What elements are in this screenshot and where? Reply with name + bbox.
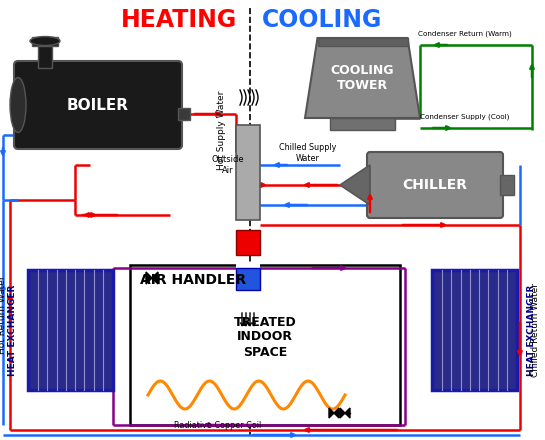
Text: CHILLER: CHILLER xyxy=(403,178,468,192)
Bar xyxy=(38,40,52,68)
Bar xyxy=(236,262,260,270)
Text: HEAT EXCHANGER: HEAT EXCHANGER xyxy=(528,284,536,376)
Text: Chilled Supply
Water: Chilled Supply Water xyxy=(280,143,337,163)
Text: Condenser Supply (Cool): Condenser Supply (Cool) xyxy=(420,114,510,120)
Polygon shape xyxy=(305,38,420,118)
Bar xyxy=(318,38,408,46)
Text: TREATED
INDOOR
SPACE: TREATED INDOOR SPACE xyxy=(234,315,296,359)
Text: Chilled Return Water: Chilled Return Water xyxy=(530,283,540,377)
Text: HEAT EXCHANGER: HEAT EXCHANGER xyxy=(9,284,17,376)
Bar xyxy=(28,270,113,390)
Text: Hot Return Water: Hot Return Water xyxy=(0,276,8,354)
Ellipse shape xyxy=(10,77,26,132)
Polygon shape xyxy=(340,408,345,418)
Text: COOLING
TOWER: COOLING TOWER xyxy=(331,64,394,92)
Polygon shape xyxy=(345,408,350,418)
Bar xyxy=(500,175,514,195)
Text: COOLING: COOLING xyxy=(262,8,383,32)
Bar xyxy=(236,125,260,220)
Polygon shape xyxy=(340,165,370,205)
Text: Radiative Copper Coil: Radiative Copper Coil xyxy=(174,421,262,429)
Bar xyxy=(130,265,400,425)
Text: BOILER: BOILER xyxy=(67,98,129,113)
Bar xyxy=(236,230,260,255)
Ellipse shape xyxy=(30,37,60,45)
Bar xyxy=(32,37,58,46)
Text: Condenser Return (Warm): Condenser Return (Warm) xyxy=(418,31,512,37)
FancyBboxPatch shape xyxy=(367,152,503,218)
Text: AIR HANDLER: AIR HANDLER xyxy=(140,273,246,287)
Bar xyxy=(432,270,517,390)
Polygon shape xyxy=(146,272,152,284)
Polygon shape xyxy=(152,272,158,284)
Text: Hot Supply Water: Hot Supply Water xyxy=(217,90,227,170)
Text: Outside
Air: Outside Air xyxy=(211,155,244,175)
Polygon shape xyxy=(329,408,334,418)
Text: HEATING: HEATING xyxy=(121,8,237,32)
FancyBboxPatch shape xyxy=(14,61,182,149)
Bar xyxy=(236,268,260,290)
Bar xyxy=(178,108,190,120)
Polygon shape xyxy=(334,408,339,418)
Bar xyxy=(330,118,395,130)
